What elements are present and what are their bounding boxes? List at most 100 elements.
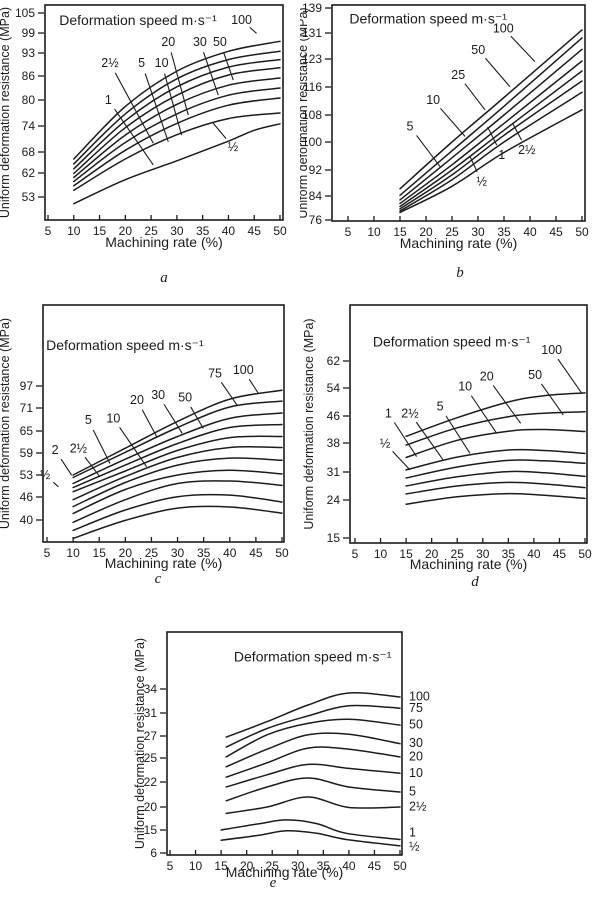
curve-1 [73, 112, 281, 192]
curve-label: 5 [437, 400, 444, 414]
leader-line [119, 427, 148, 467]
y-tick-label: 93 [22, 46, 36, 60]
chart-title: Deformation speed m·s⁻¹ [373, 334, 531, 350]
leader-line [163, 404, 183, 434]
plot-frame [166, 631, 403, 856]
curve-label: 5 [406, 120, 413, 134]
x-tick-label: 25 [144, 224, 158, 238]
curve-label: 10 [409, 766, 423, 780]
x-tick-label: 25 [445, 225, 459, 239]
curve-1 [220, 819, 401, 841]
y-axis-label: Uniform deformation resistance (MPa) [300, 7, 310, 218]
curve-5 [72, 457, 283, 508]
x-tick-label: 30 [476, 547, 490, 561]
y-tick-label: 108 [302, 108, 322, 122]
y-tick-label: 53 [20, 468, 34, 482]
curve-label: 100 [541, 343, 562, 357]
leader-line [557, 358, 583, 394]
leader-line [52, 481, 59, 488]
y-tick-label: 139 [302, 1, 322, 15]
curve-30 [72, 423, 283, 489]
leader-line [540, 383, 564, 416]
curve-label: 2½ [518, 143, 536, 157]
y-tick-label: 59 [20, 446, 34, 460]
curve-1 [405, 481, 586, 495]
curve-label: 2½ [409, 800, 427, 814]
curve-½ [399, 109, 583, 214]
curve-label: 1 [385, 406, 392, 420]
leader-line [60, 458, 73, 476]
curve-½ [220, 830, 401, 847]
leader-line [248, 378, 260, 395]
panel-letter-b: b [456, 265, 464, 281]
x-tick-label: 30 [291, 859, 305, 873]
y-tick-label: 71 [20, 401, 34, 415]
x-tick-label: 5 [167, 859, 174, 873]
x-tick-label: 15 [93, 224, 107, 238]
y-tick-label: 80 [22, 93, 36, 107]
curve-2½ [405, 470, 586, 487]
x-tick-label: 5 [345, 225, 352, 239]
curve-30 [225, 732, 401, 768]
y-tick-label: 24 [327, 493, 341, 507]
x-tick-label: 5 [45, 224, 52, 238]
x-axis-label: Machining rate (%) [105, 555, 223, 571]
curve-label: 75 [208, 366, 222, 380]
y-tick-label: 76 [309, 213, 323, 227]
x-tick-label: 20 [240, 859, 254, 873]
x-tick-label: 20 [119, 546, 133, 560]
y-tick-label: 46 [20, 490, 34, 504]
y-tick-label: 15 [144, 823, 158, 837]
x-tick-label: 35 [502, 547, 516, 561]
curve-label: 100 [233, 363, 254, 377]
curve-2 [72, 480, 283, 524]
x-tick-label: 40 [527, 547, 541, 561]
y-tick-label: 31 [327, 465, 341, 479]
x-tick-label: 40 [523, 225, 537, 239]
panel-letter-e: e [270, 875, 277, 891]
x-tick-label: 40 [223, 546, 237, 560]
curve-20 [72, 435, 283, 493]
leader-line [141, 409, 158, 438]
x-axis-label: Machining rate (%) [105, 234, 223, 250]
x-tick-label: 45 [368, 859, 382, 873]
x-axis-label: Machining rate (%) [410, 556, 528, 572]
y-tick-label: 86 [22, 69, 36, 83]
leader-line [249, 26, 257, 34]
curve-label: ½ [477, 175, 488, 189]
y-axis-label: Uniform deformation resistance (MPa) [133, 638, 147, 849]
y-tick-label: 6 [150, 846, 157, 860]
x-tick-label: 45 [549, 225, 563, 239]
y-tick-label: 54 [327, 381, 341, 395]
x-tick-label: 5 [44, 546, 51, 560]
leader-line [445, 415, 471, 454]
leader-line [220, 381, 238, 406]
curve-label: ½ [380, 436, 391, 450]
x-tick-label: 15 [399, 547, 413, 561]
plot-frame [44, 4, 284, 221]
curve-label: 20 [161, 35, 175, 49]
leader-line [190, 406, 204, 429]
y-tick-label: 31 [144, 706, 158, 720]
curve-label: 30 [193, 35, 207, 49]
curve-label: 5 [138, 56, 145, 70]
x-tick-label: 10 [67, 224, 81, 238]
x-tick-label: 15 [214, 859, 228, 873]
curve-½ [73, 123, 281, 205]
x-tick-label: 10 [66, 546, 80, 560]
curve-label: 20 [130, 393, 144, 407]
y-tick-label: 38 [327, 436, 341, 450]
curve-2½ [72, 469, 283, 515]
curve-5 [399, 70, 583, 208]
leader-line [469, 155, 478, 172]
y-tick-label: 53 [22, 190, 36, 204]
y-tick-label: 46 [327, 409, 341, 423]
y-tick-label: 25 [144, 751, 158, 765]
curve-10 [73, 77, 281, 179]
curve-20 [405, 428, 586, 459]
leader-line [393, 422, 418, 457]
curve-label: 100 [231, 13, 252, 27]
curve-label: 30 [151, 388, 165, 402]
panel-letter-a: a [160, 270, 168, 286]
y-tick-label: 15 [327, 531, 341, 545]
